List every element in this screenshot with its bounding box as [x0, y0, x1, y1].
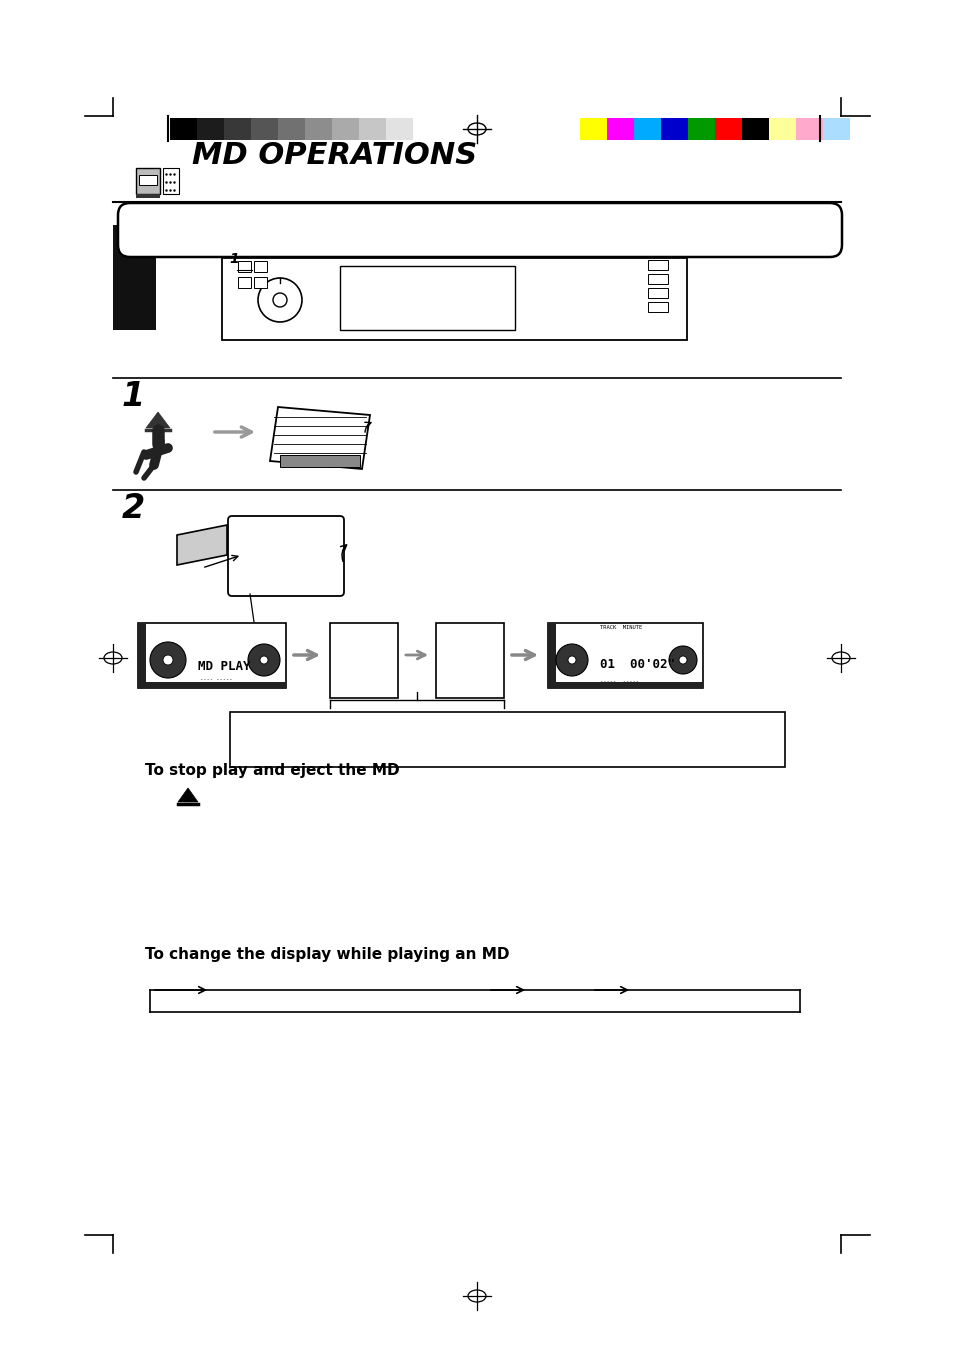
Bar [139, 176, 157, 185]
Bar [277, 118, 305, 141]
Circle shape [248, 644, 280, 676]
Bar [196, 118, 224, 141]
Bar [741, 118, 768, 141]
Bar [163, 168, 179, 195]
Bar [253, 277, 267, 288]
Bar [230, 712, 784, 767]
Bar [547, 623, 702, 688]
Bar [253, 261, 267, 272]
Polygon shape [178, 788, 198, 802]
Bar [222, 258, 686, 340]
Bar [606, 118, 634, 141]
Bar [714, 118, 741, 141]
Text: 1: 1 [122, 380, 145, 413]
Bar [138, 623, 146, 688]
Bar [136, 195, 160, 199]
Bar [768, 118, 795, 141]
Text: MD PLAY: MD PLAY [198, 661, 251, 674]
Polygon shape [177, 526, 227, 565]
Text: ---- -----: ---- ----- [200, 677, 233, 682]
Circle shape [567, 657, 576, 663]
Bar [280, 455, 359, 467]
Bar [138, 623, 286, 688]
Bar [136, 168, 160, 195]
Bar [305, 118, 332, 141]
Circle shape [679, 657, 686, 663]
Bar [112, 226, 156, 330]
Bar [547, 623, 556, 688]
Bar [138, 682, 286, 688]
Bar [386, 118, 413, 141]
Bar [332, 118, 358, 141]
Text: MD OPERATIONS: MD OPERATIONS [192, 141, 476, 170]
Bar [224, 118, 251, 141]
Bar [647, 274, 667, 284]
Bar [339, 266, 515, 330]
Text: TRACK  MINUTE: TRACK MINUTE [599, 626, 641, 630]
Text: MD: MD [149, 624, 157, 630]
Text: -----  -----: ----- ----- [599, 680, 639, 684]
Bar [330, 623, 397, 698]
Circle shape [668, 646, 697, 674]
Text: 2: 2 [122, 492, 145, 526]
Bar [170, 118, 196, 141]
Bar [795, 118, 822, 141]
Circle shape [163, 655, 172, 665]
FancyBboxPatch shape [118, 203, 841, 257]
Polygon shape [146, 412, 170, 428]
Bar [687, 118, 714, 141]
Bar [237, 277, 251, 288]
Text: To change the display while playing an MD: To change the display while playing an M… [145, 947, 509, 962]
Circle shape [556, 644, 587, 676]
Circle shape [260, 657, 268, 663]
Bar [579, 118, 606, 141]
Text: 1: 1 [229, 253, 238, 266]
FancyBboxPatch shape [228, 516, 344, 596]
Polygon shape [270, 407, 370, 469]
Bar [358, 118, 386, 141]
Bar [436, 623, 503, 698]
Bar [822, 118, 849, 141]
Bar [237, 261, 251, 272]
Bar [547, 682, 702, 688]
Bar [647, 288, 667, 299]
Bar [251, 118, 277, 141]
Bar [647, 303, 667, 312]
Bar [413, 118, 439, 141]
Bar [660, 118, 687, 141]
Bar [634, 118, 660, 141]
Text: 01  00'02": 01 00'02" [599, 658, 675, 671]
Text: To stop play and eject the MD: To stop play and eject the MD [145, 763, 399, 778]
Bar [647, 259, 667, 270]
Circle shape [150, 642, 186, 678]
